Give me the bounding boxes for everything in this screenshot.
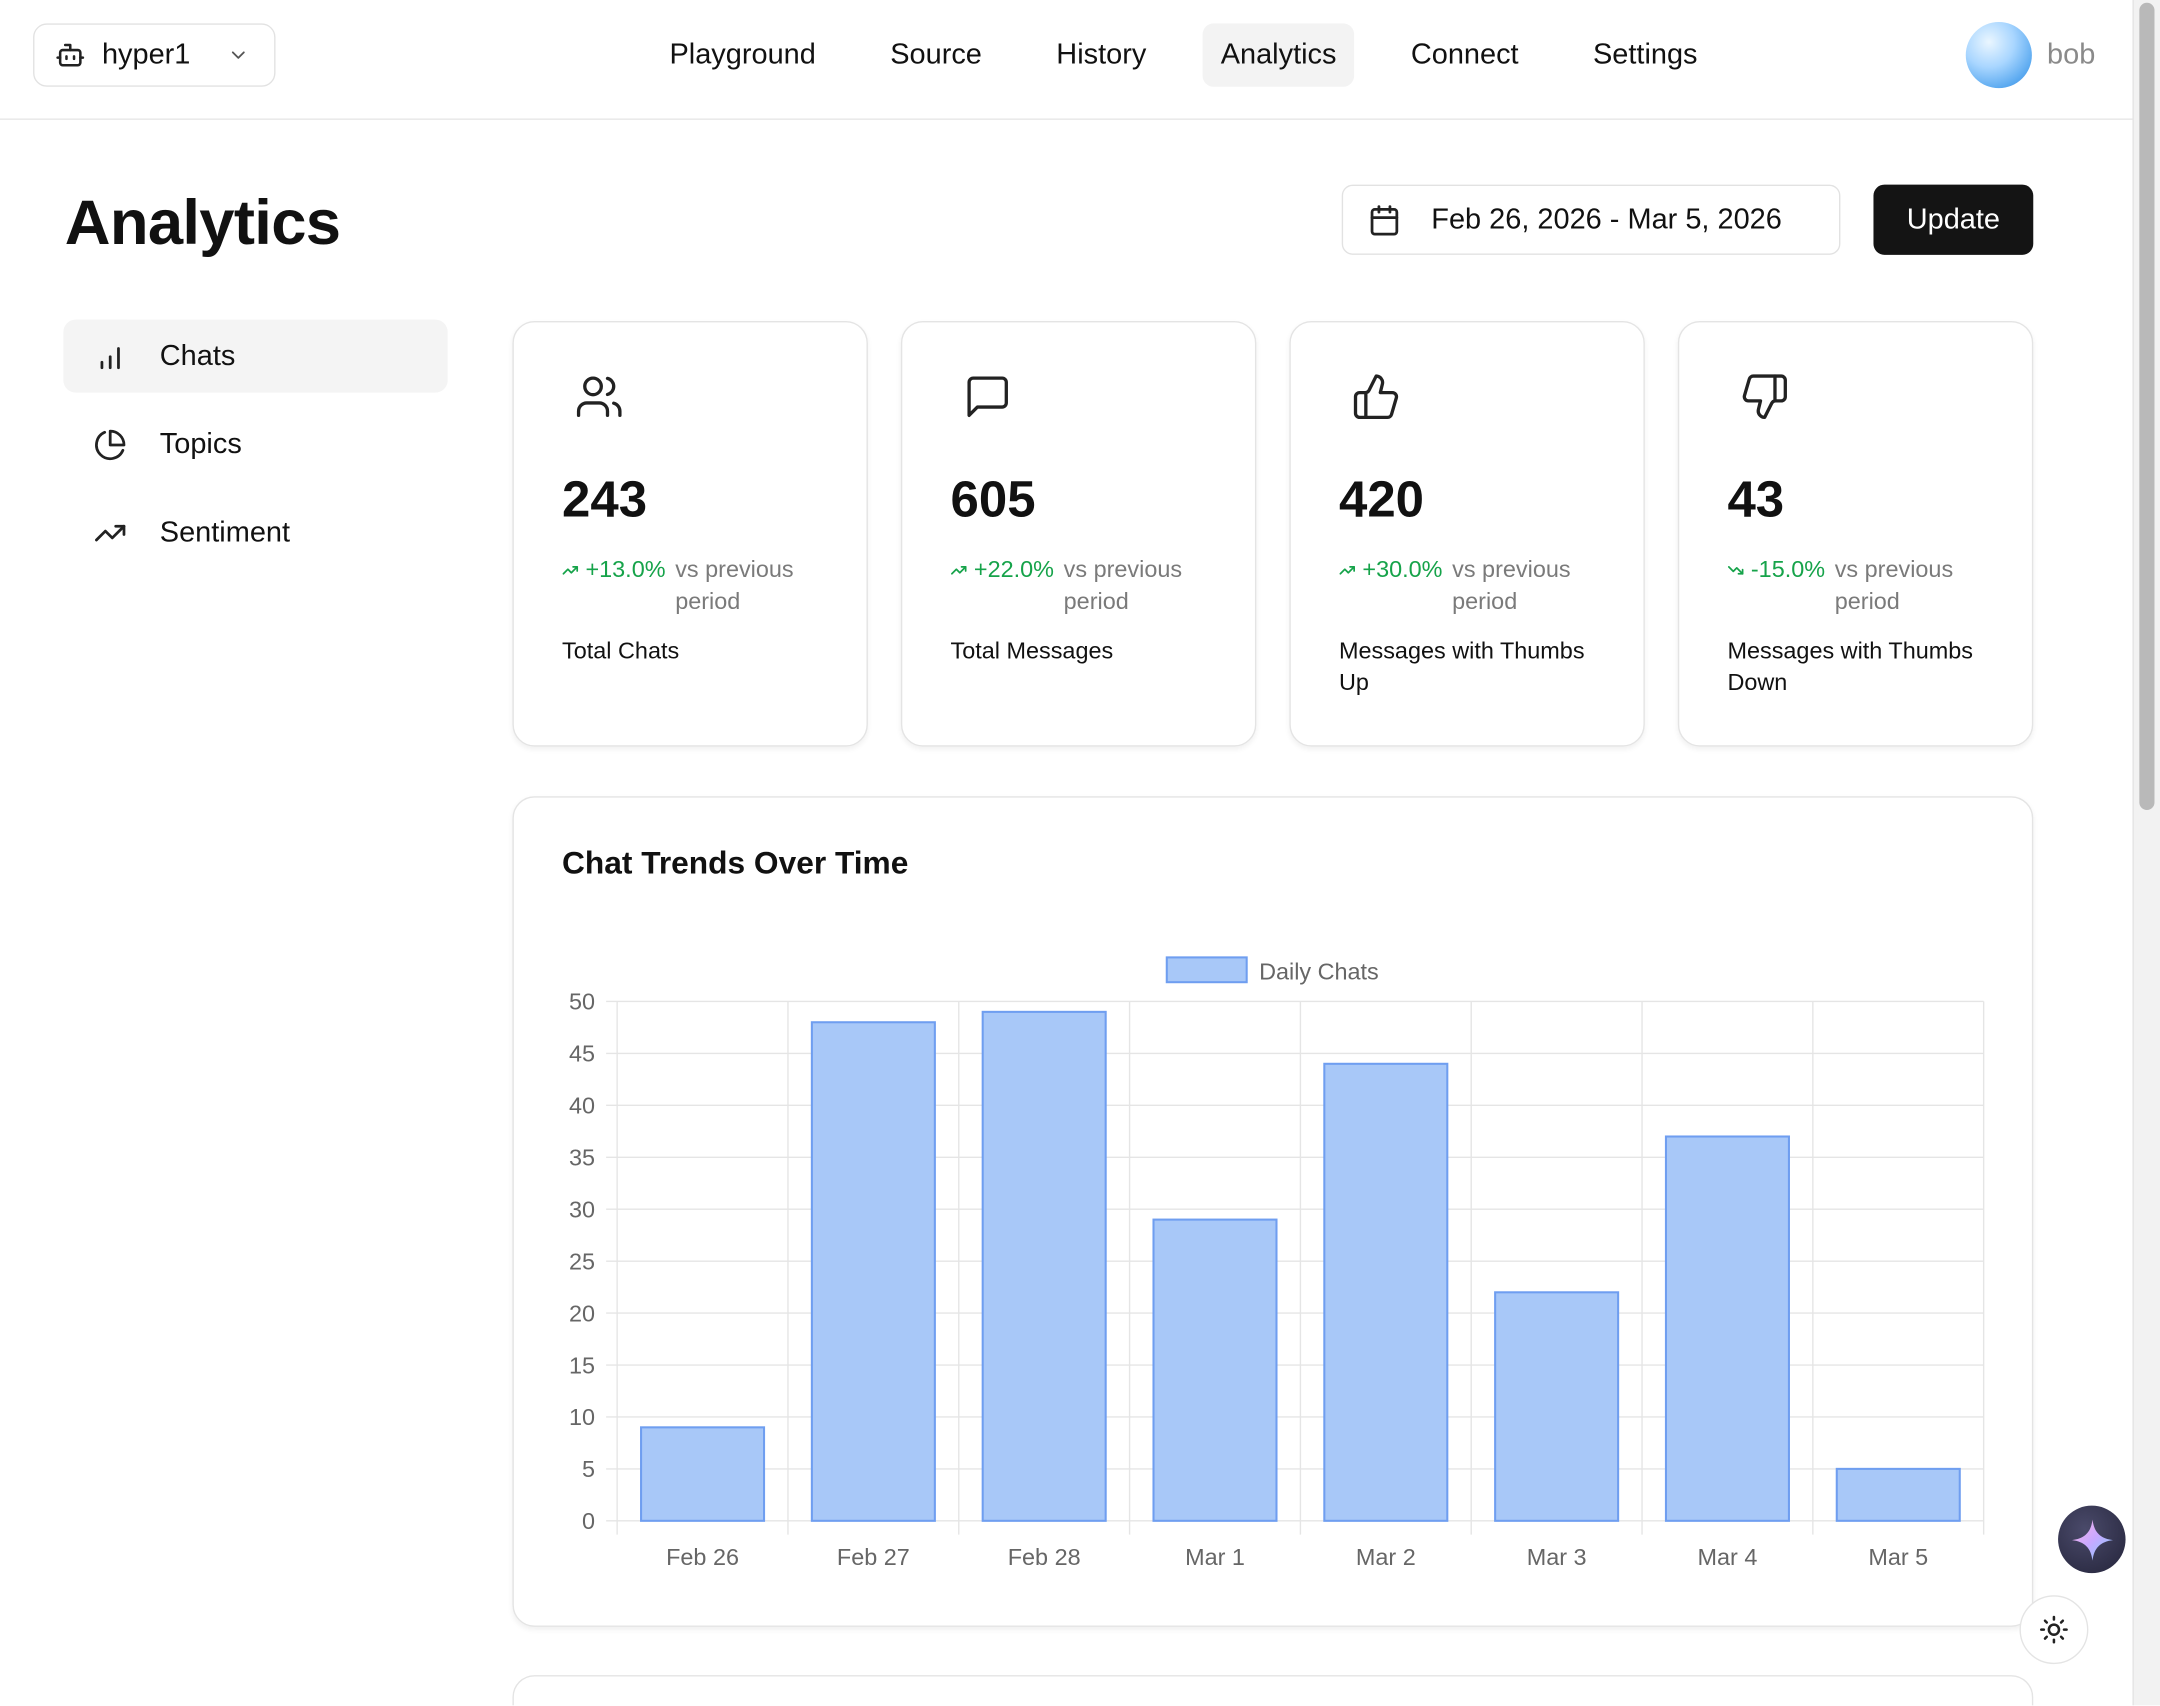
stat-change: +30.0% <box>1362 556 1443 583</box>
bar <box>1494 1291 1620 1522</box>
chart-title: Chat Trends Over Time <box>562 844 909 881</box>
stat-value: 43 <box>1727 471 1785 528</box>
stat-change: +13.0% <box>585 556 666 583</box>
sidebar-item-chats[interactable]: Chats <box>63 319 448 393</box>
stat-label: Total Chats <box>562 637 680 664</box>
nav-connect[interactable]: Connect <box>1410 38 1519 71</box>
page-title: Analytics <box>64 185 341 258</box>
y-tick-label: 0 <box>582 1508 595 1534</box>
trending-up-icon <box>951 566 967 575</box>
chevron-down-icon <box>231 51 245 59</box>
pie-chart-icon <box>95 429 126 460</box>
x-tick-label: Mar 5 <box>1868 1544 1928 1570</box>
y-tick-label: 5 <box>582 1456 595 1482</box>
stat-value: 605 <box>950 471 1036 528</box>
bar <box>1664 1135 1790 1522</box>
top-header: hyper1 Playground Source History Analyti… <box>0 0 2133 120</box>
legend-swatch <box>1165 956 1248 984</box>
y-tick-label: 45 <box>569 1041 595 1067</box>
stat-change: +22.0% <box>973 556 1055 583</box>
x-tick-label: Mar 4 <box>1698 1544 1758 1570</box>
trending-down-icon <box>1727 566 1744 575</box>
sparkle-icon <box>2071 1518 2113 1560</box>
bar <box>981 1010 1107 1522</box>
stat-comparison: vs previous period <box>1063 556 1183 615</box>
x-tick-label: Feb 27 <box>837 1544 910 1570</box>
message-square-icon <box>967 376 1008 417</box>
chat-trends-card: Chat Trends Over Time 0 5 10 15 20 25 30 35 40 45… <box>512 796 2034 1627</box>
y-tick-label: 30 <box>569 1196 595 1222</box>
stat-value: 420 <box>1338 471 1425 528</box>
scrollbar-thumb[interactable] <box>2139 2 2155 810</box>
trending-up-icon <box>95 524 126 541</box>
x-tick-label: Feb 26 <box>666 1544 739 1570</box>
main-nav: Playground Source History Analytics Conn… <box>652 23 1754 87</box>
y-tick-label: 10 <box>569 1404 595 1430</box>
y-tick-label: 20 <box>569 1300 595 1326</box>
nav-history[interactable]: History <box>1056 38 1147 71</box>
nav-playground[interactable]: Playground <box>669 38 816 71</box>
bar <box>1323 1062 1449 1522</box>
bar <box>1152 1218 1278 1522</box>
theme-toggle-button[interactable] <box>2019 1595 2089 1665</box>
nav-settings[interactable]: Settings <box>1592 38 1698 71</box>
chat-trends-chart: 0 5 10 15 20 25 30 35 40 45 50 Feb 26 Feb 27 Feb 28 Ma… <box>569 956 1985 1570</box>
next-section-card <box>512 1675 2034 1706</box>
stat-change: -15.0% <box>1750 556 1826 583</box>
stat-comparison: vs previous period <box>675 556 794 615</box>
agent-name: hyper1 <box>101 38 191 71</box>
stat-comparison: vs previous period <box>1834 556 1954 615</box>
sidebar-item-sentiment[interactable]: Sentiment <box>63 496 447 569</box>
sun-icon <box>2040 1615 2068 1644</box>
nav-analytics[interactable]: Analytics <box>1202 23 1355 87</box>
stat-comparison: vs previous period <box>1452 556 1571 615</box>
bot-icon <box>56 43 85 67</box>
x-tick-label: Mar 3 <box>1527 1544 1587 1570</box>
username[interactable]: bob <box>2047 38 2096 71</box>
y-tick-label: 40 <box>569 1093 595 1119</box>
thumbs-down-icon <box>1742 374 1787 420</box>
trending-up-icon <box>562 566 579 575</box>
update-button[interactable]: Update <box>1873 184 2034 255</box>
ai-assistant-button[interactable] <box>2058 1505 2126 1574</box>
x-tick-label: Feb 28 <box>1008 1544 1081 1570</box>
stat-value: 243 <box>562 471 648 528</box>
legend-label: Daily Chats <box>1259 958 1379 984</box>
stat-label: Messages with Thumbs Up <box>1338 637 1585 696</box>
stat-card-thumbs-up: 420 +30.0% vs previous period Messages w… <box>1289 320 1645 747</box>
calendar-icon <box>1370 204 1399 235</box>
date-range-text: Feb 26, 2026 - Mar 5, 2026 <box>1431 203 1782 235</box>
sidebar-item-label: Chats <box>159 339 236 372</box>
agent-selector[interactable]: hyper1 <box>33 23 276 87</box>
thumbs-up-icon <box>1353 374 1399 420</box>
stat-card-total-chats: 243 +13.0% vs previous period Total Chat… <box>512 320 868 747</box>
y-tick-label: 50 <box>569 989 595 1015</box>
stat-label: Total Messages <box>950 637 1114 664</box>
nav-source[interactable]: Source <box>890 38 982 71</box>
avatar[interactable] <box>1965 22 2032 89</box>
y-tick-label: 25 <box>569 1248 595 1274</box>
stat-card-total-messages: 605 +22.0% vs previous period Total Mess… <box>900 320 1257 747</box>
stat-card-thumbs-down: 43 -15.0% vs previous period Messages wi… <box>1677 320 2034 747</box>
x-tick-label: Mar 1 <box>1185 1544 1245 1570</box>
date-range-picker[interactable]: Feb 26, 2026 - Mar 5, 2026 <box>1341 184 1841 255</box>
y-tick-label: 15 <box>569 1352 595 1378</box>
bar-chart-icon <box>100 346 120 369</box>
sidebar-item-label: Sentiment <box>159 515 291 548</box>
bar <box>810 1021 936 1522</box>
x-tick-label: Mar 2 <box>1356 1544 1416 1570</box>
trending-up-icon <box>1339 566 1355 575</box>
stat-label: Messages with Thumbs Down <box>1727 637 1974 696</box>
users-icon <box>576 376 622 417</box>
page-scrollbar[interactable] <box>2132 0 2160 1706</box>
y-tick-label: 35 <box>569 1145 595 1171</box>
sidebar-item-label: Topics <box>159 427 242 460</box>
bar <box>640 1426 766 1522</box>
sidebar-item-topics[interactable]: Topics <box>63 408 447 481</box>
bar <box>1835 1467 1961 1522</box>
